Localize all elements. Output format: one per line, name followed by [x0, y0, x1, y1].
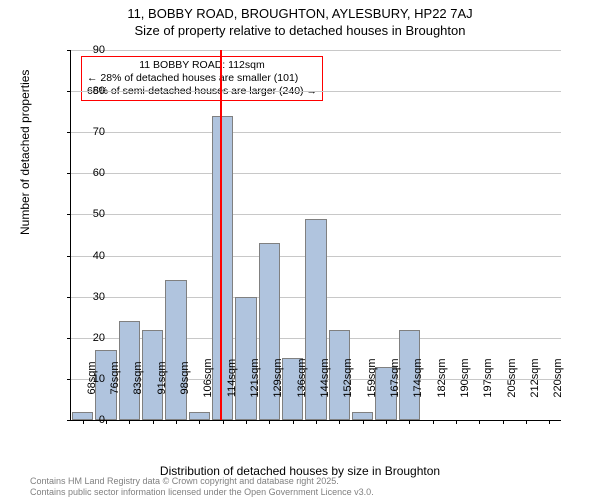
x-tick-label: 98sqm: [179, 361, 191, 394]
x-tick-label: 76sqm: [109, 361, 121, 394]
gridline: [71, 50, 561, 51]
x-tick: [199, 420, 200, 424]
y-tick-label: 40: [75, 250, 105, 262]
x-tick: [479, 420, 480, 424]
x-tick-label: 212sqm: [529, 358, 541, 397]
x-tick-label: 205sqm: [506, 358, 518, 397]
annotation-box: 11 BOBBY ROAD: 112sqm ← 28% of detached …: [81, 56, 323, 101]
y-axis-label: Number of detached properties: [18, 70, 32, 235]
x-tick-label: 91sqm: [156, 361, 168, 394]
x-tick: [456, 420, 457, 424]
x-tick: [223, 420, 224, 424]
x-tick: [246, 420, 247, 424]
x-tick: [106, 420, 107, 424]
y-tick: [67, 379, 71, 380]
x-tick-label: 114sqm: [226, 359, 238, 397]
y-tick: [67, 338, 71, 339]
y-tick: [67, 132, 71, 133]
x-tick: [386, 420, 387, 424]
y-tick-label: 20: [75, 332, 105, 344]
bar: [189, 412, 210, 420]
chart-container: 11, BOBBY ROAD, BROUGHTON, AYLESBURY, HP…: [0, 0, 600, 500]
gridline: [71, 214, 561, 215]
x-tick-label: 190sqm: [459, 358, 471, 397]
y-tick: [67, 420, 71, 421]
gridline: [71, 132, 561, 133]
y-tick-label: 50: [75, 208, 105, 220]
x-tick-label: 106sqm: [202, 358, 214, 397]
bar: [165, 280, 186, 420]
footer-line-1: Contains HM Land Registry data © Crown c…: [30, 476, 374, 487]
x-tick-label: 129sqm: [272, 358, 284, 397]
x-tick-label: 159sqm: [366, 358, 378, 397]
x-tick-label: 167sqm: [389, 358, 401, 397]
x-tick-label: 121sqm: [249, 358, 261, 397]
x-tick: [503, 420, 504, 424]
x-tick: [153, 420, 154, 424]
x-tick-label: 197sqm: [482, 358, 494, 397]
x-tick: [316, 420, 317, 424]
y-tick-label: 90: [75, 44, 105, 56]
x-tick: [526, 420, 527, 424]
footer-line-2: Contains public sector information licen…: [30, 487, 374, 498]
title-line-2: Size of property relative to detached ho…: [0, 23, 600, 40]
gridline: [71, 173, 561, 174]
x-tick-label: 220sqm: [552, 358, 564, 397]
y-tick-label: 0: [75, 414, 105, 426]
x-tick-label: 182sqm: [436, 358, 448, 397]
x-tick-label: 144sqm: [319, 358, 331, 397]
x-tick: [269, 420, 270, 424]
x-tick: [363, 420, 364, 424]
y-tick: [67, 256, 71, 257]
x-tick: [433, 420, 434, 424]
y-tick: [67, 214, 71, 215]
gridline: [71, 91, 561, 92]
y-tick: [67, 50, 71, 51]
title-line-1: 11, BOBBY ROAD, BROUGHTON, AYLESBURY, HP…: [0, 6, 600, 23]
y-tick-label: 60: [75, 167, 105, 179]
x-tick-label: 68sqm: [86, 361, 98, 394]
x-tick: [176, 420, 177, 424]
x-tick: [293, 420, 294, 424]
footer-attribution: Contains HM Land Registry data © Crown c…: [30, 476, 374, 498]
annotation-line-2: ← 28% of detached houses are smaller (10…: [87, 72, 317, 85]
x-tick-label: 136sqm: [296, 358, 308, 397]
reference-line: [220, 50, 222, 420]
bar: [352, 412, 373, 420]
x-tick-label: 174sqm: [412, 358, 424, 397]
y-tick: [67, 91, 71, 92]
y-tick-label: 30: [75, 291, 105, 303]
x-tick: [339, 420, 340, 424]
annotation-line-1: 11 BOBBY ROAD: 112sqm: [87, 59, 317, 72]
y-tick: [67, 297, 71, 298]
y-tick-label: 80: [75, 85, 105, 97]
x-tick-label: 152sqm: [342, 358, 354, 397]
x-tick: [549, 420, 550, 424]
y-tick: [67, 173, 71, 174]
x-tick: [409, 420, 410, 424]
x-tick: [129, 420, 130, 424]
chart-title: 11, BOBBY ROAD, BROUGHTON, AYLESBURY, HP…: [0, 0, 600, 40]
y-tick-label: 70: [75, 126, 105, 138]
x-tick-label: 83sqm: [132, 361, 144, 394]
